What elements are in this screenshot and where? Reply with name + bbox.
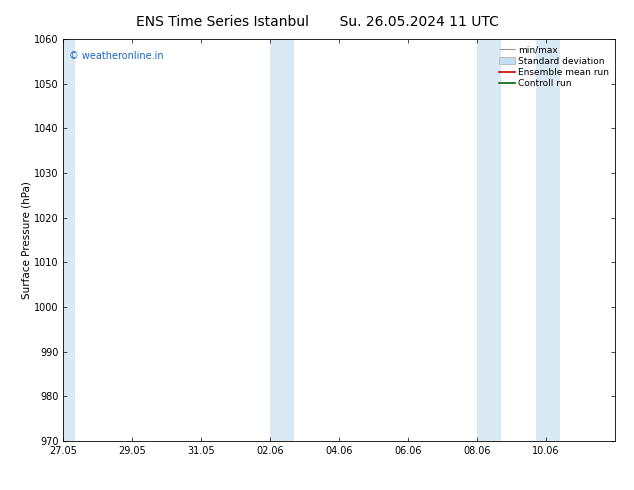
Text: © weatheronline.in: © weatheronline.in	[69, 51, 164, 61]
Bar	[536, 39, 560, 441]
Y-axis label: Surface Pressure (hPa): Surface Pressure (hPa)	[21, 181, 31, 299]
Bar	[477, 39, 501, 441]
Text: ENS Time Series Istanbul       Su. 26.05.2024 11 UTC: ENS Time Series Istanbul Su. 26.05.2024 …	[136, 15, 498, 29]
Legend: min/max, Standard deviation, Ensemble mean run, Controll run: min/max, Standard deviation, Ensemble me…	[497, 44, 611, 90]
Bar	[270, 39, 294, 441]
Bar	[63, 39, 75, 441]
